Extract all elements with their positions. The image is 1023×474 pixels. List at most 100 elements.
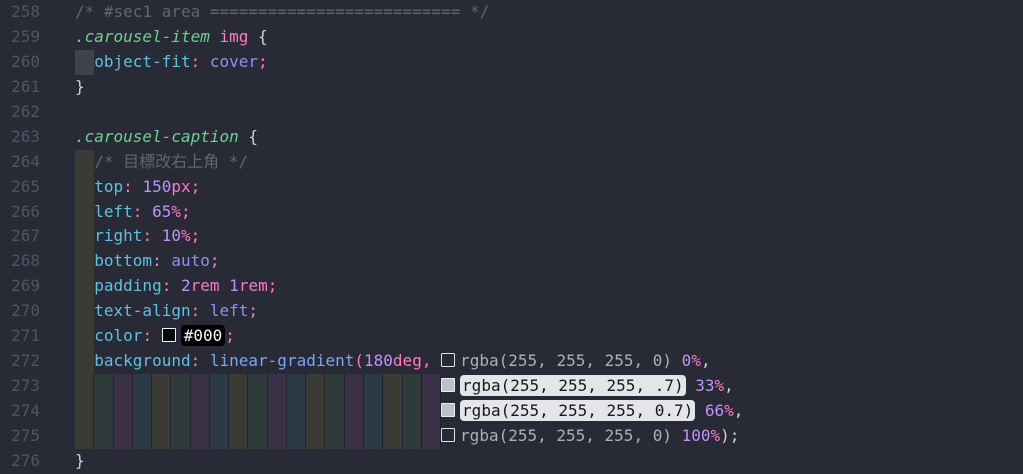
- line-number[interactable]: 270: [11, 301, 40, 321]
- code-line[interactable]: 272 background: linear-gradient(180deg, …: [0, 349, 1023, 375]
- line-number[interactable]: 273: [11, 376, 40, 396]
- code-text: bottom: auto;: [75, 251, 219, 270]
- code-token: 180: [364, 351, 393, 371]
- code-line[interactable]: 271 color: #000;: [0, 324, 1023, 350]
- indent-rainbow-stripe: [94, 423, 114, 449]
- code-content[interactable]: [75, 100, 1023, 125]
- indent-rainbow-stripe: [363, 399, 384, 424]
- line-number[interactable]: 266: [11, 201, 40, 221]
- code-content[interactable]: color: #000;: [75, 324, 1023, 350]
- color-swatch-icon[interactable]: [441, 403, 456, 417]
- code-line[interactable]: 260 object-fit: cover;: [0, 49, 1023, 75]
- code-line[interactable]: 259 .carousel-item img {: [0, 25, 1023, 50]
- code-token: [239, 127, 249, 146]
- code-content[interactable]: rgba(255, 255, 255, 0) 100%);: [75, 423, 1023, 449]
- code-text: rgba(255, 255, 255, .7) 33%,: [75, 375, 734, 397]
- line-number[interactable]: 275: [11, 425, 40, 445]
- indent-rainbow-stripe: [421, 399, 442, 424]
- code-content[interactable]: bottom: auto;: [75, 249, 1023, 275]
- code-line[interactable]: 266 left: 65%;: [0, 199, 1023, 225]
- code-token: [152, 326, 162, 345]
- color-swatch-icon[interactable]: [161, 328, 176, 343]
- code-line[interactable]: 264 /* 目標改右上角 */: [0, 149, 1023, 175]
- indent-rainbow-stripe: [152, 423, 172, 449]
- code-token: px: [171, 176, 191, 196]
- code-line[interactable]: 276}: [0, 449, 1023, 474]
- code-token: 100: [681, 425, 711, 445]
- line-number[interactable]: 259: [11, 26, 40, 46]
- code-content[interactable]: /* #sec1 area ==========================…: [75, 0, 1023, 25]
- code-content[interactable]: }: [75, 75, 1023, 100]
- line-number[interactable]: 268: [11, 251, 40, 271]
- code-token: .carousel-caption: [75, 126, 239, 146]
- code-token: :: [190, 301, 201, 321]
- code-line[interactable]: 262: [0, 100, 1023, 125]
- line-number[interactable]: 261: [11, 76, 40, 96]
- code-content[interactable]: left: 65%;: [75, 199, 1023, 225]
- code-content[interactable]: }: [75, 449, 1023, 474]
- code-content[interactable]: padding: 2rem 1rem;: [75, 274, 1023, 300]
- code-content[interactable]: .carousel-caption {: [75, 125, 1023, 150]
- indent-rainbow-stripe: [383, 423, 403, 449]
- line-number[interactable]: 265: [11, 176, 40, 196]
- code-token: :: [142, 226, 153, 246]
- indent-rainbow-stripe: [113, 374, 133, 399]
- color-swatch-icon[interactable]: [441, 378, 456, 393]
- code-content[interactable]: rgba(255, 255, 255, .7) 33%,: [75, 374, 1023, 399]
- code-line[interactable]: 261}: [0, 75, 1023, 100]
- line-number[interactable]: 258: [11, 2, 40, 21]
- code-line[interactable]: 265 top: 150px;: [0, 174, 1023, 200]
- indent-rainbow-stripe: [306, 423, 326, 449]
- code-content[interactable]: .carousel-item img {: [75, 25, 1023, 50]
- indent-rainbow-stripe: [344, 374, 364, 399]
- color-highlight-pill: rgba(255, 255, 255, 0.7): [460, 400, 696, 421]
- line-number[interactable]: 276: [11, 450, 40, 470]
- code-line[interactable]: 268 bottom: auto;: [0, 249, 1023, 275]
- indent-rainbow-stripe: [383, 399, 403, 424]
- line-number[interactable]: 264: [11, 151, 40, 171]
- code-line[interactable]: 273 rgba(255, 255, 255, .7) 33%,: [0, 374, 1023, 399]
- line-number[interactable]: 272: [11, 351, 40, 371]
- code-line[interactable]: 275 rgba(255, 255, 255, 0) 100%);: [0, 423, 1023, 449]
- code-token: [162, 251, 172, 270]
- code-token: [220, 276, 230, 295]
- indent-rainbow-stripe: [402, 399, 422, 424]
- indent-rainbow-stripe: [152, 374, 172, 399]
- indent-rainbow-stripe: [209, 423, 230, 449]
- indent-rainbow-stripe: [113, 399, 133, 424]
- code-content[interactable]: object-fit: cover;: [75, 49, 1023, 75]
- line-number[interactable]: 263: [11, 126, 40, 146]
- code-line[interactable]: 274 rgba(255, 255, 255, 0.7) 66%,: [0, 399, 1023, 424]
- code-line[interactable]: 269 padding: 2rem 1rem;: [0, 274, 1023, 300]
- code-line[interactable]: 258 /* #sec1 area =======================…: [0, 0, 1023, 25]
- code-token: 33: [695, 376, 715, 396]
- code-text: color: #000;: [75, 325, 235, 347]
- line-number[interactable]: 274: [11, 401, 40, 420]
- indent-rainbow-stripe: [229, 399, 249, 424]
- code-text: left: 65%;: [75, 202, 190, 221]
- code-line[interactable]: 267 right: 10%;: [0, 224, 1023, 250]
- line-number[interactable]: 269: [11, 276, 40, 296]
- color-swatch-icon[interactable]: [441, 353, 456, 368]
- code-content[interactable]: right: 10%;: [75, 224, 1023, 250]
- code-token: [142, 202, 152, 221]
- line-number[interactable]: 262: [11, 101, 40, 121]
- line-number[interactable]: 271: [11, 326, 40, 346]
- code-content[interactable]: top: 150px;: [75, 174, 1023, 200]
- code-text: .carousel-item img {: [75, 27, 268, 46]
- code-content[interactable]: background: linear-gradient(180deg, rgba…: [75, 349, 1023, 375]
- code-token: [75, 351, 94, 370]
- code-line[interactable]: 263 .carousel-caption {: [0, 125, 1023, 150]
- color-swatch-icon[interactable]: [441, 427, 456, 442]
- code-content[interactable]: rgba(255, 255, 255, 0.7) 66%,: [75, 399, 1023, 424]
- indent-rainbow-stripe: [267, 423, 287, 449]
- line-number[interactable]: 267: [11, 226, 40, 246]
- indent-rainbow-stripe: [75, 399, 95, 424]
- code-content[interactable]: text-align: left;: [75, 299, 1023, 325]
- code-token: [695, 401, 705, 420]
- code-token: right: [94, 226, 143, 246]
- indent-rainbow-stripe: [248, 374, 268, 399]
- code-content[interactable]: /* 目標改右上角 */: [75, 149, 1023, 175]
- line-number[interactable]: 260: [11, 51, 40, 71]
- code-line[interactable]: 270 text-align: left;: [0, 299, 1023, 325]
